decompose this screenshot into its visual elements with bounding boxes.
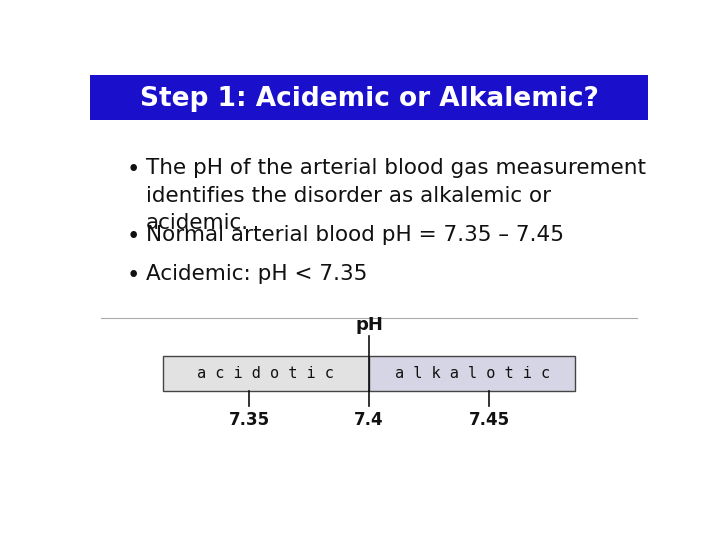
- Text: •: •: [126, 265, 140, 287]
- Text: a c i d o t i c: a c i d o t i c: [197, 366, 334, 381]
- Text: Normal arterial blood pH = 7.35 – 7.45: Normal arterial blood pH = 7.35 – 7.45: [145, 225, 564, 245]
- Text: Step 1: Acidemic or Alkalemic?: Step 1: Acidemic or Alkalemic?: [140, 86, 598, 112]
- Text: a l k a l o t i c: a l k a l o t i c: [395, 366, 550, 381]
- FancyBboxPatch shape: [90, 75, 648, 120]
- Text: 7.35: 7.35: [228, 411, 269, 429]
- Text: Acidemic: pH < 7.35: Acidemic: pH < 7.35: [145, 265, 367, 285]
- Text: •: •: [126, 158, 140, 181]
- Bar: [369, 356, 575, 391]
- Text: 7.4: 7.4: [354, 411, 384, 429]
- Text: The pH of the arterial blood gas measurement
identifies the disorder as alkalemi: The pH of the arterial blood gas measure…: [145, 158, 646, 233]
- Text: •: •: [126, 225, 140, 248]
- Text: pH: pH: [355, 316, 383, 334]
- Bar: [163, 356, 369, 391]
- Text: 7.45: 7.45: [469, 411, 510, 429]
